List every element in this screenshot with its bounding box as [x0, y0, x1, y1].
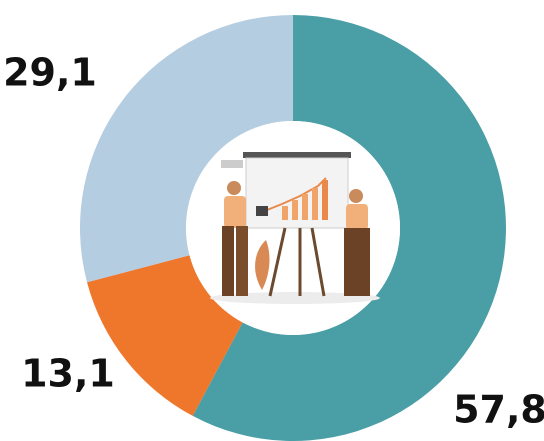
slices	[79, 15, 506, 441]
data-label: 29,1	[3, 51, 97, 95]
data-label: 57,8	[453, 388, 544, 432]
slice	[79, 15, 293, 283]
slice	[192, 15, 506, 441]
center-illustration	[210, 152, 380, 304]
data-label: 13,1	[21, 352, 115, 396]
slice	[87, 255, 243, 416]
